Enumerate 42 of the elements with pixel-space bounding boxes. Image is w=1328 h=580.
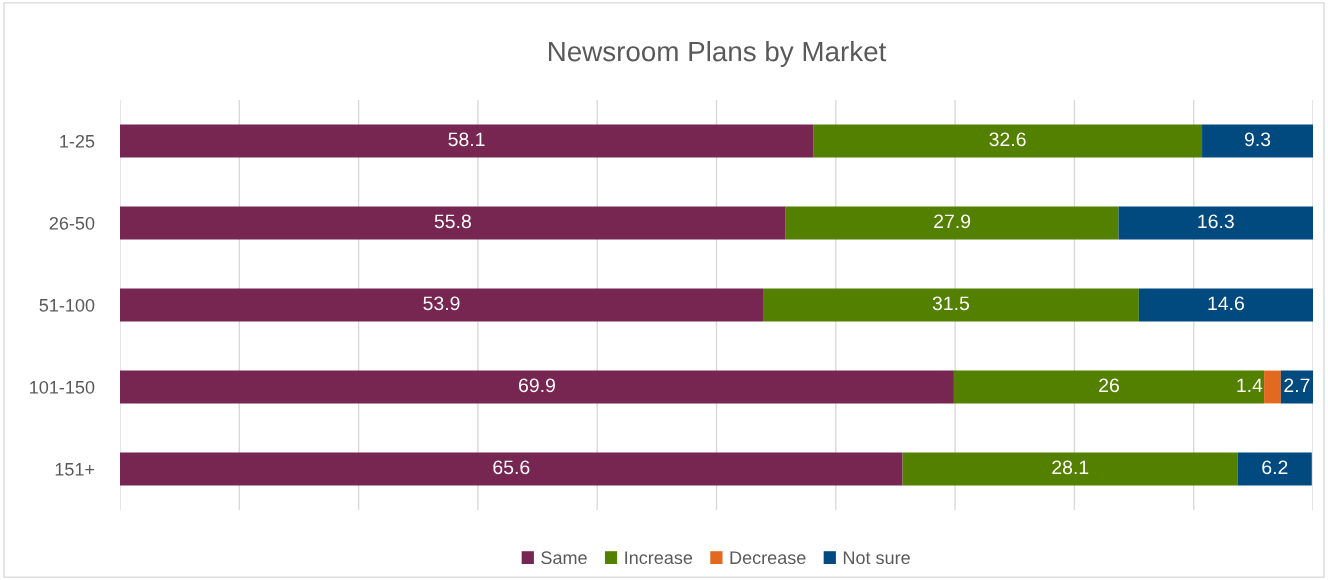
data-label: 55.8 (434, 214, 471, 229)
data-label: 58.1 (448, 132, 485, 147)
chart-title: Newsroom Plans by Market (548, 40, 887, 67)
legend-label: Same (541, 551, 587, 565)
data-label: 69.9 (519, 378, 555, 393)
legend-label: Increase (625, 551, 693, 565)
bar (1237, 452, 1312, 486)
y-tick-label: 51-100 (39, 298, 95, 312)
bar (120, 370, 954, 404)
bar (763, 288, 1139, 322)
legend-label: Decrease (730, 551, 806, 565)
y-tick-label: 151+ (55, 463, 95, 476)
data-label: 27.9 (934, 214, 971, 229)
data-label: 1.4 (1237, 378, 1263, 393)
bar (785, 206, 1119, 240)
data-label: 6.2 (1262, 460, 1288, 475)
bar (120, 452, 903, 486)
bar (902, 452, 1238, 486)
data-label: 16.3 (1198, 214, 1234, 229)
bar (120, 288, 764, 322)
data-label: 28.1 (1052, 460, 1089, 475)
data-label: 32.6 (989, 132, 1026, 147)
bar (1138, 288, 1313, 322)
data-label: 2.7 (1284, 378, 1310, 393)
bar (813, 124, 1203, 158)
bar (120, 124, 814, 158)
bar (953, 370, 1265, 404)
bar (1118, 206, 1313, 240)
y-tick-label: 26-50 (49, 216, 95, 230)
bar (120, 206, 786, 240)
bar (1202, 124, 1313, 158)
data-label: 14.6 (1208, 296, 1244, 311)
bar (1280, 370, 1313, 404)
y-tick-label: 1-25 (60, 134, 95, 148)
legend-label: Not sure (843, 551, 910, 565)
data-label: 53.9 (423, 296, 460, 311)
data-label: 65.6 (493, 460, 530, 475)
y-tick-label: 101-150 (30, 380, 95, 394)
bar (1264, 370, 1281, 404)
data-label: 31.5 (932, 296, 970, 311)
data-label: 26 (1099, 378, 1119, 393)
data-label: 9.3 (1244, 132, 1271, 147)
